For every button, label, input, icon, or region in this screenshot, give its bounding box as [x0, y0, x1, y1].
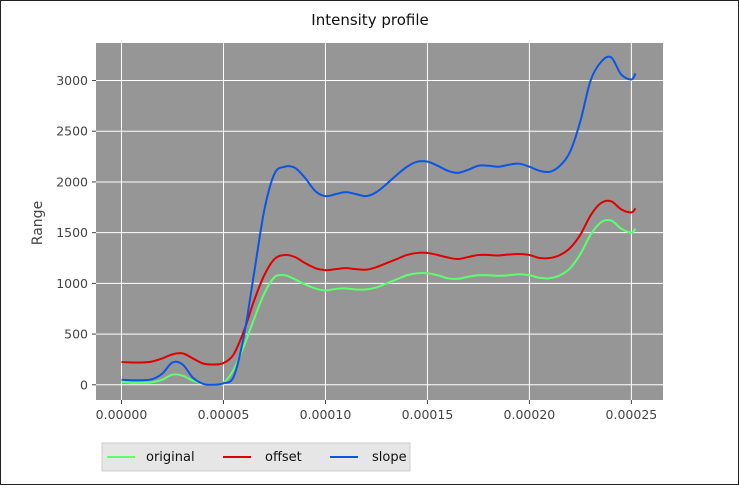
- y-tick-label: 0: [80, 377, 88, 392]
- y-tick-label: 1500: [56, 225, 88, 240]
- legend-label-slope: slope: [372, 450, 407, 465]
- x-tick-label: 0.00000: [96, 407, 148, 422]
- y-axis-label: Range: [30, 201, 46, 245]
- x-tick-label: 0.00005: [198, 407, 250, 422]
- y-tick-label: 3000: [56, 73, 88, 88]
- y-tick-label: 2000: [56, 174, 88, 189]
- x-tick-label: 0.00010: [300, 407, 352, 422]
- y-tick-label: 2500: [56, 124, 88, 139]
- legend: original offset slope: [101, 442, 411, 472]
- x-tick-label: 0.00025: [606, 407, 658, 422]
- y-tick-label: 1000: [56, 276, 88, 291]
- chart-title: Intensity profile: [311, 11, 428, 29]
- x-tick-label: 0.00015: [402, 407, 454, 422]
- plot-area: [96, 43, 663, 400]
- y-tick-label: 500: [64, 327, 88, 342]
- series-lines: [121, 55, 637, 386]
- legend-label-original: original: [146, 450, 195, 465]
- legend-box: [101, 442, 411, 472]
- series-line-offset: [121, 199, 637, 366]
- legend-label-offset: offset: [265, 450, 302, 465]
- grid-lines: [96, 43, 663, 400]
- x-axis: 0.00000 0.00005 0.00010 0.00015 0.00020 0.000…: [96, 400, 658, 422]
- series-line-slope: [121, 55, 637, 386]
- y-axis: 0 500 1000 1500 2000 2500 3000: [56, 73, 96, 392]
- x-tick-label: 0.00020: [504, 407, 556, 422]
